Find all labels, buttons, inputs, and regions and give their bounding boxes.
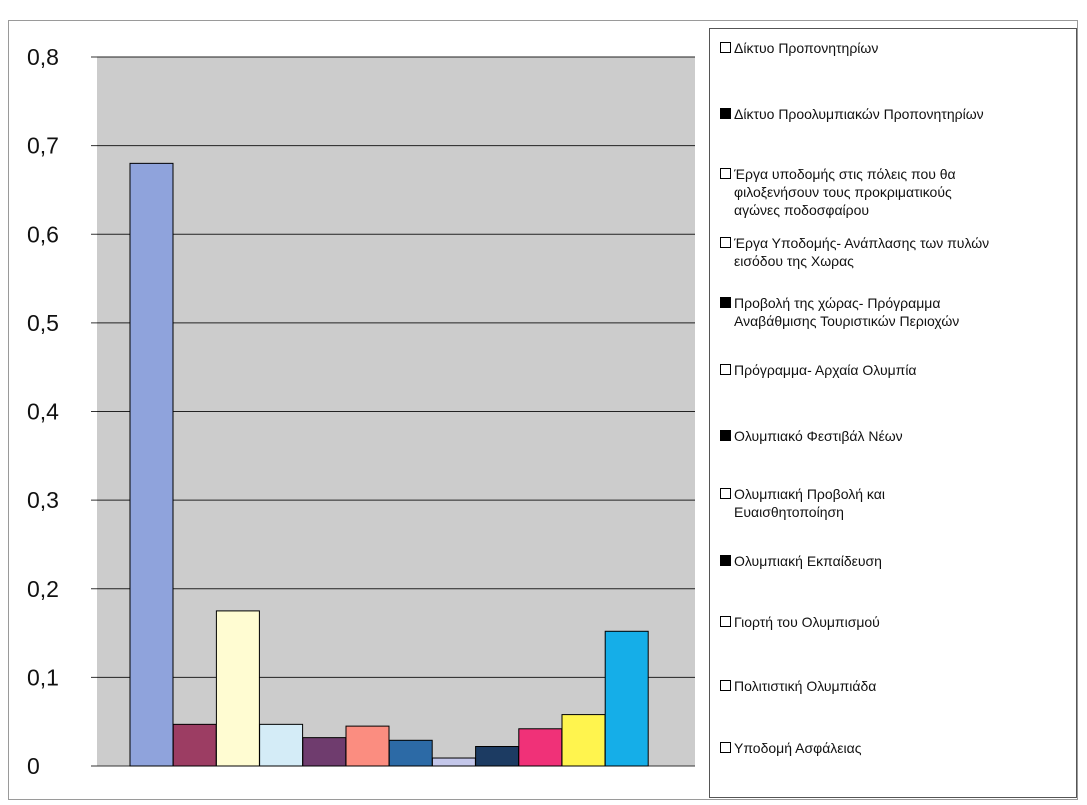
legend-label: φιλοξενήσουν τους προκριματικούς bbox=[734, 184, 952, 200]
legend-item: Γιορτή του Ολυμπισμού bbox=[720, 613, 1070, 631]
legend-label: Ολυμπιακή Εκπαίδευση bbox=[734, 553, 882, 569]
legend-swatch bbox=[720, 108, 731, 119]
legend-swatch bbox=[720, 42, 731, 53]
bar-8 bbox=[431, 757, 476, 767]
y-tick-label: 0,6 bbox=[27, 221, 59, 247]
y-tick-label: 0,2 bbox=[27, 576, 59, 602]
legend-label: Πρόγραμμα- Αρχαία Ολυμπία bbox=[734, 362, 917, 378]
bar-10 bbox=[518, 728, 563, 767]
legend-label: Έργα Υποδομής- Ανάπλασης των πυλών bbox=[734, 235, 990, 251]
legend-swatch bbox=[720, 237, 731, 248]
legend-label: Υποδομή Ασφάλειας bbox=[734, 740, 862, 756]
legend-item: Δίκτυο Προπονητηρίων bbox=[720, 39, 1070, 57]
legend-item: Έργα υποδομής στις πόλεις που θα φιλοξενή… bbox=[720, 165, 1070, 219]
legend-label: αγώνες ποδοσφαίρου bbox=[734, 202, 870, 218]
y-tick-label: 0,1 bbox=[27, 664, 59, 690]
legend-label: Ευαισθητοποίηση bbox=[734, 504, 844, 520]
legend-label: Αναβάθμισης Τουριστικών Περιοχών bbox=[734, 313, 960, 329]
legend-swatch bbox=[720, 430, 731, 441]
legend-swatch bbox=[720, 555, 731, 566]
legend-swatch bbox=[720, 616, 731, 627]
bar-4 bbox=[259, 723, 304, 767]
legend-label: Δίκτυο Προπονητηρίων bbox=[734, 40, 879, 56]
legend-item: Δίκτυο Προολυμπιακών Προπονητηρίων bbox=[720, 105, 1070, 123]
legend-swatch bbox=[720, 364, 731, 375]
legend-label: Προβολή της χώρας- Πρόγραμμα bbox=[734, 295, 941, 311]
legend-item: Ολυμπιακό Φεστιβάλ Νέων bbox=[720, 427, 1070, 445]
bar-12 bbox=[604, 630, 649, 767]
y-tick-label: 0,8 bbox=[27, 44, 59, 70]
legend-swatch bbox=[720, 168, 731, 179]
legend-item: Ολυμπιακή Εκπαίδευση bbox=[720, 552, 1070, 570]
legend-item: Ολυμπιακή Προβολή και Ευαισθητοποίηση bbox=[720, 485, 1070, 521]
legend-item: Πολιτιστική Ολυμπιάδα bbox=[720, 677, 1070, 695]
legend-item: Έργα Υποδομής- Ανάπλασης των πυλών εισόδο… bbox=[720, 234, 1070, 270]
legend-swatch bbox=[720, 680, 731, 691]
bar-1 bbox=[129, 162, 174, 767]
legend-item: Υποδομή Ασφάλειας bbox=[720, 739, 1070, 757]
legend-label: Πολιτιστική Ολυμπιάδα bbox=[734, 678, 877, 694]
legend-label: Δίκτυο Προολυμπιακών Προπονητηρίων bbox=[734, 106, 984, 122]
bar-6 bbox=[345, 725, 390, 767]
legend-label: Έργα υποδομής στις πόλεις που θα bbox=[734, 166, 956, 182]
bars bbox=[129, 162, 649, 767]
legend-item: Προβολή της χώρας- Πρόγραμμα Αναβάθμισης … bbox=[720, 294, 1070, 330]
legend: Δίκτυο Προπονητηρίων Δίκτυο Προολυμπιακών… bbox=[709, 28, 1077, 798]
legend-swatch bbox=[720, 297, 731, 308]
bar-5 bbox=[302, 737, 347, 767]
bar-7 bbox=[388, 739, 433, 767]
legend-label: Ολυμπιακή Προβολή και bbox=[734, 486, 885, 502]
legend-label: εισόδου της Χωρας bbox=[734, 253, 854, 269]
legend-swatch bbox=[720, 742, 731, 753]
legend-label: Ολυμπιακό Φεστιβάλ Νέων bbox=[734, 428, 903, 444]
y-tick-label: 0 bbox=[27, 753, 40, 779]
y-tick-label: 0,5 bbox=[27, 310, 59, 336]
bar-2 bbox=[172, 723, 217, 767]
grid-lines bbox=[97, 56, 695, 678]
legend-label: Γιορτή του Ολυμπισμού bbox=[734, 614, 880, 630]
bar-11 bbox=[561, 714, 606, 767]
legend-swatch bbox=[720, 488, 731, 499]
y-tick-label: 0,3 bbox=[27, 487, 59, 513]
bar-3 bbox=[215, 610, 260, 767]
bar-9 bbox=[475, 746, 520, 767]
y-tick-label: 0,4 bbox=[27, 399, 59, 425]
y-tick-label: 0,7 bbox=[27, 133, 59, 159]
legend-item: Πρόγραμμα- Αρχαία Ολυμπία bbox=[720, 361, 1070, 379]
